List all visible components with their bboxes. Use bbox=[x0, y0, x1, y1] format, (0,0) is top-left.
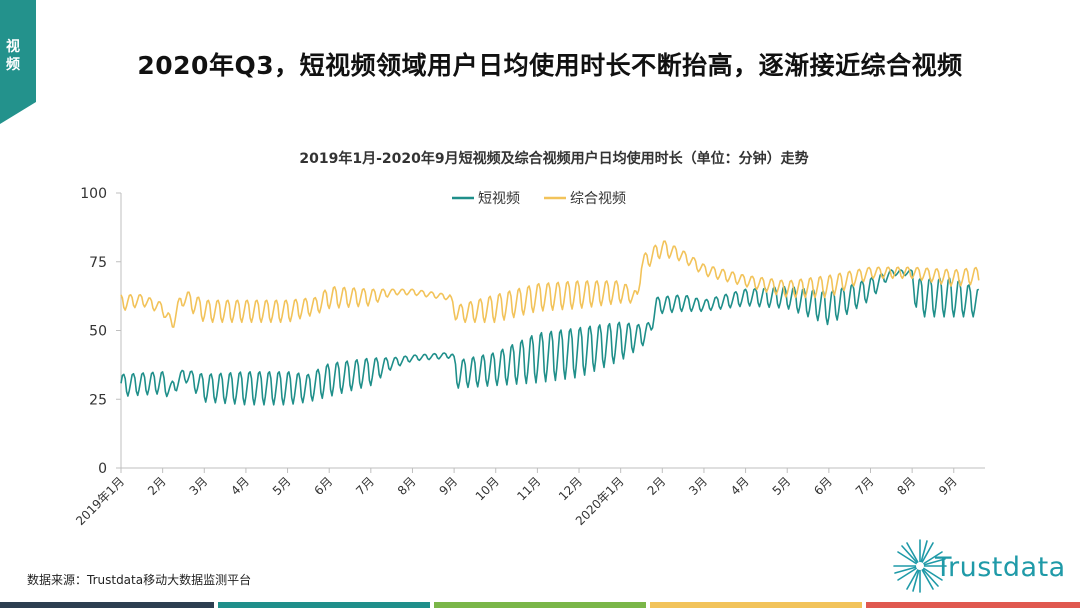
x-tick-label: 3月 bbox=[187, 474, 211, 498]
y-tick-label: 75 bbox=[89, 255, 107, 271]
x-tick-label: 9月 bbox=[436, 474, 460, 498]
section-tag: 视频 bbox=[0, 0, 36, 124]
footer-segment bbox=[650, 602, 862, 608]
x-tick-label: 2月 bbox=[645, 474, 669, 498]
x-tick-label: 4月 bbox=[728, 474, 752, 498]
legend-label: 综合视频 bbox=[570, 191, 626, 207]
series-line-short-video bbox=[120, 269, 980, 406]
source-note: 数据来源：Trustdata移动大数据监测平台 bbox=[27, 573, 252, 587]
x-tick-label: 12月 bbox=[556, 474, 585, 503]
logo-burst-icon bbox=[893, 539, 947, 593]
x-tick-label: 8月 bbox=[894, 474, 918, 498]
page-title: 2020年Q3，短视频领域用户日均使用时长不断抬高，逐渐接近综合视频 bbox=[137, 51, 963, 80]
x-tick-label: 4月 bbox=[228, 474, 252, 498]
x-tick-label: 7月 bbox=[853, 474, 877, 498]
section-tag-shape bbox=[0, 0, 36, 124]
series-line-general-video bbox=[120, 240, 980, 328]
x-tick-label: 6月 bbox=[811, 474, 835, 498]
x-tick-label: 2019年1月 bbox=[73, 474, 127, 528]
y-tick-label: 0 bbox=[98, 461, 107, 477]
legend-label: 短视频 bbox=[478, 191, 520, 207]
line-chart: 0 25 50 75 100 2019年1月 2月 3月 4月 5月 6月 7月 8月 9月 10月 11月 1… bbox=[73, 186, 985, 528]
x-tick-label: 5月 bbox=[270, 474, 294, 498]
footer-segment bbox=[0, 602, 214, 608]
trustdata-logo: Trustdata bbox=[890, 536, 1070, 596]
x-tick-label: 9月 bbox=[936, 474, 960, 498]
logo-wordmark: Trustdata bbox=[935, 552, 1066, 583]
x-tick-label: 2月 bbox=[145, 474, 169, 498]
section-tag-label: 视频 bbox=[6, 39, 20, 73]
x-tick-label: 5月 bbox=[770, 474, 794, 498]
footer-segment bbox=[218, 602, 430, 608]
x-tick-label: 8月 bbox=[395, 474, 419, 498]
x-tick-label: 10月 bbox=[473, 474, 502, 503]
footer-segment bbox=[866, 602, 1080, 608]
y-tick-label: 25 bbox=[89, 392, 107, 408]
chart-title: 2019年1月-2020年9月短视频及综合视频用户日均使用时长（单位：分钟）走势 bbox=[299, 151, 809, 167]
footer-color-bar bbox=[0, 602, 1080, 608]
x-tick-label: 3月 bbox=[686, 474, 710, 498]
y-tick-label: 50 bbox=[89, 324, 107, 340]
footer-segment bbox=[434, 602, 646, 608]
x-tick-label: 7月 bbox=[353, 474, 377, 498]
x-tick-label: 6月 bbox=[312, 474, 336, 498]
x-tick-label: 11月 bbox=[514, 474, 543, 503]
y-tick-label: 100 bbox=[80, 186, 107, 202]
